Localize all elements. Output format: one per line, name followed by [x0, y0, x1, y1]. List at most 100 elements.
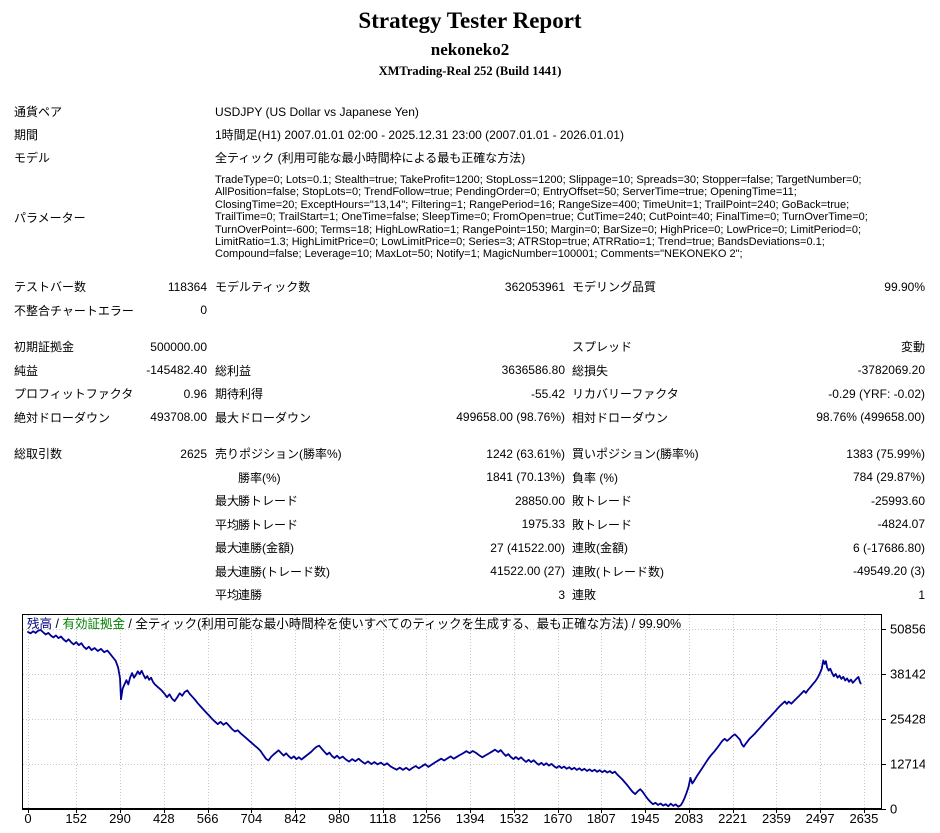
stat-label-3: リカバリーファクタ	[572, 387, 679, 402]
stat-label-3: 総損失	[572, 363, 609, 378]
stat-label-2: 平均勝トレード	[215, 516, 390, 533]
stat-label-1: 総取引数	[14, 447, 63, 462]
stat-label-1: テストバー数	[14, 280, 87, 295]
table-row: 平均勝トレード 1975.33 敗トレード -4824.07	[14, 512, 925, 536]
stat-label-2: モデルティック数	[215, 278, 390, 295]
stat-value-2: 27 (41522.00)	[490, 540, 565, 555]
svg-text:1945: 1945	[631, 811, 660, 826]
report-header: Strategy Tester Report nekoneko2 XMTradi…	[0, 4, 940, 80]
stat-label-prefix: 最大	[215, 541, 240, 556]
stat-label-2-text: 連勝(トレード数)	[238, 564, 330, 579]
table-row: 初期証拠金 500000.00 スプレッド 変動	[14, 335, 925, 359]
stat-label-2: 平均連勝	[215, 586, 390, 603]
table-row: 最大連勝(トレード数) 41522.00 (27) 連敗(トレード数) -49549.…	[14, 559, 925, 583]
stat-value-2: 362053961	[504, 279, 565, 294]
stat-label-1: プロフィットファクタ	[14, 387, 134, 402]
stat-value-1: 118364	[167, 279, 207, 294]
stat-value-2: 1242 (63.61%)	[486, 446, 565, 461]
stat-label-2-text: 売りポジション(勝率%)	[215, 447, 342, 462]
table-row: 総取引数 2625 売りポジション(勝率%) 1242 (63.61%) 買いポジション…	[14, 442, 925, 466]
stat-value-3: -4824.07	[877, 517, 925, 532]
stat-value-2: 3	[558, 587, 565, 602]
stat-label-3: 連敗	[572, 588, 597, 603]
table-row: 勝率(%) 1841 (70.13%) 負率 (%) 784 (29.87%)	[14, 465, 925, 489]
info-row: モデル 全ティック (利用可能な最小時間枠による最も正確な方法)	[14, 146, 925, 169]
stat-value-3: 99.90%	[884, 279, 925, 294]
stat-label-3: スプレッド	[572, 340, 633, 355]
stat-label-2-text: 連勝(金額)	[238, 541, 294, 556]
table-row: 最大連勝(金額) 27 (41522.00) 連敗(金額) 6 (-17686.80)	[14, 536, 925, 560]
svg-text:1532: 1532	[500, 811, 529, 826]
stat-label-2-text: 最大ドローダウン	[215, 410, 312, 425]
svg-text:1807: 1807	[587, 811, 616, 826]
stats-block: 総取引数 2625 売りポジション(勝率%) 1242 (63.61%) 買いポジション…	[14, 442, 925, 607]
stat-label-2: 売りポジション(勝率%)	[215, 445, 390, 462]
stat-label-prefix: 最大	[215, 564, 240, 579]
stat-label-2: 最大ドローダウン	[215, 409, 390, 426]
stat-value-3: -49549.20 (3)	[852, 564, 925, 579]
stat-value-2: 499658.00 (98.76%)	[456, 410, 565, 425]
table-row: プロフィットファクタ 0.96 期待利得 -55.42 リカバリーファクタ -0.29 (…	[14, 382, 925, 406]
chart-legend: 残高 / 有効証拠金 / 全ティック(利用可能な最小時間枠を使いすべてのティック…	[27, 616, 681, 631]
stat-label-1: 純益	[14, 363, 39, 378]
info-row: 期間 1時間足(H1) 2007.01.01 02:00 - 2025.12.31…	[14, 123, 925, 146]
stat-label-2-text: 期待利得	[215, 387, 264, 402]
stat-value-2: 28850.00	[514, 493, 565, 508]
stat-label-3: 敗トレード	[572, 494, 633, 509]
info-value: USDJPY (US Dollar vs Japanese Yen)	[215, 104, 419, 119]
svg-text:254284: 254284	[890, 712, 925, 727]
info-label: 期間	[14, 128, 39, 142]
page-title: Strategy Tester Report	[358, 8, 582, 33]
svg-text:0: 0	[890, 802, 897, 817]
svg-text:2221: 2221	[718, 811, 747, 826]
grid-lines	[23, 615, 881, 809]
table-row: 平均連勝 3 連敗 1	[14, 583, 925, 607]
stat-value-3: -3782069.20	[857, 363, 925, 378]
table-row: 絶対ドローダウン 493708.00 最大ドローダウン 499658.00 (98.7…	[14, 405, 925, 429]
stats-table: テストバー数 118364 モデルティック数 362053961 モデリング品質 99.9…	[14, 275, 925, 607]
stat-value-3: 1383 (75.99%)	[846, 446, 925, 461]
stat-value-2: 41522.00 (27)	[490, 564, 565, 579]
svg-text:1394: 1394	[456, 811, 485, 826]
stats-block: テストバー数 118364 モデルティック数 362053961 モデリング品質 99.9…	[14, 275, 925, 322]
info-label: 通貨ペア	[14, 105, 63, 119]
stat-value-1: 493708.00	[150, 410, 207, 425]
balance-line	[27, 629, 862, 808]
info-value: 全ティック (利用可能な最小時間枠による最も正確な方法)	[215, 151, 526, 165]
stat-label-prefix: 平均	[215, 517, 240, 532]
svg-text:704: 704	[241, 811, 263, 826]
stat-value-3: 1	[918, 587, 925, 602]
stat-label-3: 敗トレード	[572, 517, 633, 532]
info-table: 通貨ペア USDJPY (US Dollar vs Japanese Yen) 期間…	[14, 100, 925, 263]
svg-text:566: 566	[197, 811, 219, 826]
x-axis-labels: 0 152 290 428 566 704 842 980 1118 1256 1394 1532 16…	[24, 811, 878, 826]
svg-text:980: 980	[328, 811, 350, 826]
stat-label-1: 絶対ドローダウン	[14, 410, 111, 425]
table-row: テストバー数 118364 モデルティック数 362053961 モデリング品質 99.9…	[14, 275, 925, 299]
stat-label-2: 総利益	[215, 362, 390, 379]
stats-block: 初期証拠金 500000.00 スプレッド 変動 純益 -145482.40 総利益 3636…	[14, 335, 925, 429]
stat-label-2-text: 勝トレード	[238, 494, 299, 509]
stat-value-3: -25993.60	[870, 493, 925, 508]
stat-value-3: 784 (29.87%)	[852, 470, 925, 485]
info-row: 通貨ペア USDJPY (US Dollar vs Japanese Yen)	[14, 100, 925, 123]
stat-value-1: 0	[200, 303, 207, 318]
info-label: モデル	[14, 151, 51, 165]
stat-label-1: 初期証拠金	[14, 340, 75, 355]
server-build: XMTrading-Real 252 (Build 1441)	[378, 64, 562, 78]
svg-text:2083: 2083	[674, 811, 703, 826]
report-body: 通貨ペア USDJPY (US Dollar vs Japanese Yen) 期間…	[0, 100, 940, 829]
stat-value-1: 2625	[180, 446, 207, 461]
equity-curve-svg: 残高 / 有効証拠金 / 全ティック(利用可能な最小時間枠を使いすべてのティック…	[22, 614, 933, 826]
svg-text:428: 428	[153, 811, 175, 826]
svg-text:1256: 1256	[412, 811, 441, 826]
stat-label-3: モデリング品質	[572, 280, 657, 295]
svg-text:1670: 1670	[543, 811, 572, 826]
table-row: 最大勝トレード 28850.00 敗トレード -25993.60	[14, 489, 925, 513]
svg-text:290: 290	[109, 811, 131, 826]
parameters-value: TradeType=0; Lots=0.1; Stealth=true; Tak…	[215, 174, 868, 261]
stat-label-2-text: 勝率(%)	[238, 470, 281, 485]
stat-value-3: 変動	[900, 340, 925, 355]
